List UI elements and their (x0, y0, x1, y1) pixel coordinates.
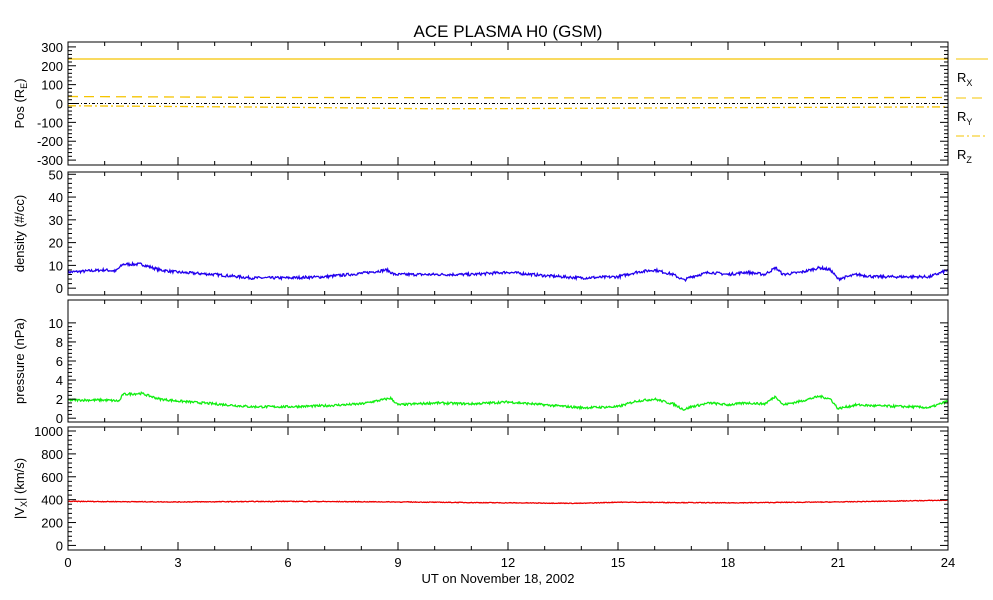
panel-frame (67, 171, 949, 296)
x-tick-label: 24 (941, 555, 955, 570)
y-tick-label: 0 (56, 281, 63, 296)
x-tick-label: 3 (174, 555, 181, 570)
chart-title: ACE PLASMA H0 (GSM) (414, 22, 603, 41)
y-tick-label: 0 (56, 538, 63, 553)
legend-label: RX (957, 70, 972, 88)
y-tick-label: -200 (37, 134, 63, 149)
y-tick-label: 10 (49, 316, 63, 331)
x-tick-label: 0 (64, 555, 71, 570)
panel-frame (67, 426, 949, 551)
series-RZ (67, 105, 949, 110)
y-axis-label: Pos (RE) (12, 78, 29, 128)
y-tick-label: 50 (49, 167, 63, 182)
panel-3: 0 200 400 600 800 1000 |VX| (km/s) (12, 424, 949, 553)
y-tick-label: 6 (56, 354, 63, 369)
x-tick-label: 15 (611, 555, 625, 570)
y-tick-label: 10 (49, 258, 63, 273)
x-tick-label: 6 (284, 555, 291, 570)
y-tick-label: 200 (41, 516, 63, 531)
x-tick-label: 9 (394, 555, 401, 570)
y-tick-label: 0 (56, 97, 63, 112)
y-tick-label: 600 (41, 470, 63, 485)
series-RY (67, 95, 949, 99)
y-tick-label: -300 (37, 153, 63, 168)
y-tick-label: 30 (49, 213, 63, 228)
panel-0: RX RY RZ -300 -200 -100 0 100 200 300 Pos (RE) (12, 40, 988, 168)
y-tick-label: 400 (41, 493, 63, 508)
series-density (67, 260, 949, 283)
x-tick-label: 18 (721, 555, 735, 570)
y-axis-label: pressure (nPa) (12, 318, 27, 404)
y-tick-label: 20 (49, 236, 63, 251)
panel-2: 0 2 4 6 8 10 pressure (nPa) (12, 299, 949, 426)
x-tick-label: 21 (831, 555, 845, 570)
y-tick-label: 40 (49, 190, 63, 205)
y-tick-label: -100 (37, 115, 63, 130)
legend-label: RY (957, 109, 972, 127)
y-tick-label: 8 (56, 335, 63, 350)
legend-label: RZ (957, 147, 972, 165)
x-axis-label: UT on November 18, 2002 (422, 571, 575, 586)
y-tick-label: 0 (56, 411, 63, 426)
y-tick-label: 800 (41, 447, 63, 462)
y-tick-label: 200 (41, 59, 63, 74)
y-axis-label: |VX| (km/s) (12, 458, 29, 519)
x-tick-label: 12 (501, 555, 515, 570)
panel-1: 0 10 20 30 40 50 density (#/cc) (12, 167, 949, 296)
series-pressure (67, 391, 949, 411)
y-tick-label: 100 (41, 78, 63, 93)
y-tick-label: 2 (56, 392, 63, 407)
y-tick-label: 4 (56, 373, 63, 388)
y-tick-label: 1000 (34, 424, 63, 439)
y-tick-label: 300 (41, 40, 63, 55)
series-Vx (67, 499, 949, 505)
y-axis-label: density (#/cc) (12, 195, 27, 272)
